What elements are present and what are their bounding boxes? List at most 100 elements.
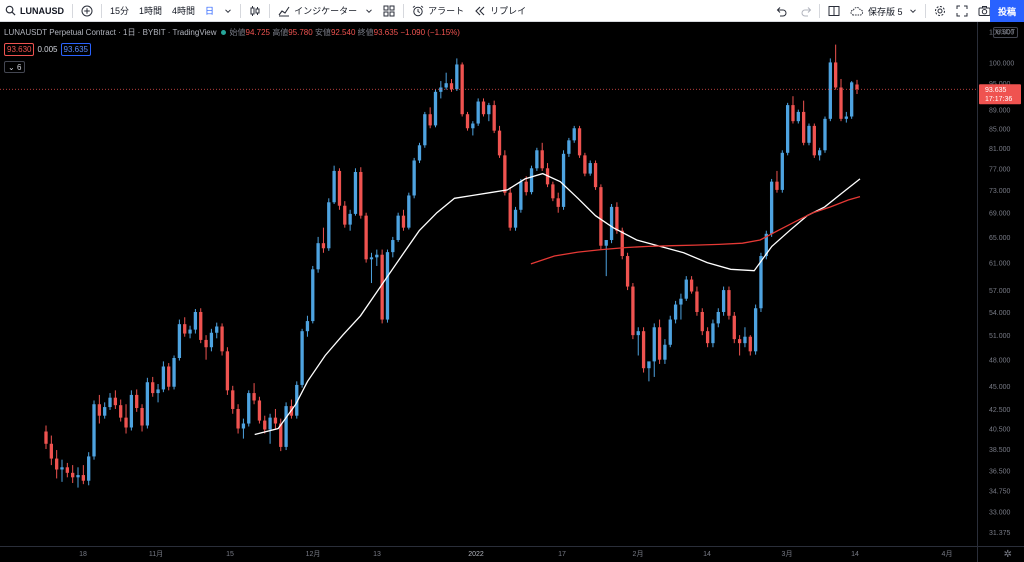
close-value: 93.635	[373, 28, 399, 37]
candle-body	[631, 286, 635, 336]
candle-body	[97, 404, 102, 416]
candle-body	[465, 114, 470, 129]
candle-body	[263, 420, 267, 430]
candle-body	[60, 467, 64, 470]
candle-body	[471, 123, 475, 129]
candle-body	[844, 116, 848, 119]
candle-body	[49, 443, 53, 459]
redo-button[interactable]	[796, 0, 818, 22]
high-value: 95.780	[288, 28, 313, 37]
interval-1d[interactable]: 日	[200, 0, 219, 22]
separator	[269, 3, 271, 18]
interval-label: 15分	[110, 6, 130, 16]
candle-body	[748, 336, 752, 352]
candle-body	[423, 114, 427, 146]
time-tick-label: 2月	[633, 550, 644, 558]
candle-body	[801, 111, 806, 143]
candle-body	[759, 256, 763, 309]
candle-body	[156, 389, 160, 394]
indicator-count: 6	[16, 63, 22, 72]
price-tick-label: 85.000	[989, 126, 1011, 133]
indicators-button[interactable]: インジケーター	[273, 0, 378, 22]
candle-body	[113, 397, 118, 406]
chart-type-button[interactable]	[244, 0, 266, 22]
candle-body	[476, 101, 480, 124]
sell-button[interactable]: 93.630	[4, 43, 35, 56]
candle-body	[817, 150, 822, 156]
layout-panel-button[interactable]	[823, 0, 845, 22]
undo-button[interactable]	[770, 0, 792, 22]
time-tick-label: 14	[851, 551, 859, 558]
candle-body	[668, 319, 672, 345]
candle-body	[785, 105, 790, 153]
alarm-clock-icon	[412, 5, 424, 16]
candle-body	[743, 336, 747, 344]
price-tick-label: 48.000	[989, 358, 1011, 365]
candle-body	[231, 390, 235, 409]
candle-body	[209, 332, 214, 348]
price-chart[interactable]: 108.000100.00095.00089.00085.00081.00077…	[0, 22, 1024, 562]
grid-icon	[383, 5, 395, 16]
candle-body	[44, 431, 48, 444]
price-tick-label: 33.000	[989, 509, 1011, 516]
legend-ohlc: 始値94.725 高値95.780 安値92.540 終値93.635 −1.0…	[230, 27, 460, 38]
candle-body	[732, 315, 736, 340]
price-tick-label: 38.500	[989, 447, 1011, 454]
countdown-label: 17:17:36	[985, 96, 1012, 103]
separator	[101, 3, 102, 18]
separator	[819, 4, 820, 18]
time-tick-label: 18	[79, 551, 87, 558]
replay-button[interactable]: リプレイ	[469, 0, 531, 22]
candle-body	[839, 87, 843, 119]
time-tick-label: 2022	[468, 551, 484, 558]
candle-body	[129, 394, 134, 428]
spread-value: 0.005	[37, 45, 58, 54]
interval-15m[interactable]: 15分	[105, 0, 134, 22]
candle-body	[753, 308, 758, 352]
candle-body	[855, 84, 859, 90]
candle-body	[92, 404, 96, 457]
save-button[interactable]: 保存版 5	[845, 0, 922, 22]
candle-body	[481, 101, 486, 115]
currency-badge[interactable]: USDT	[992, 27, 1018, 38]
publish-button[interactable]: 投稿	[990, 0, 1024, 22]
gear-icon	[934, 6, 945, 16]
candle-body	[583, 155, 587, 174]
interval-dropdown[interactable]	[219, 0, 237, 22]
fullscreen-icon	[956, 5, 968, 17]
candle-body	[247, 393, 251, 424]
candle-body	[593, 163, 598, 188]
candle-body	[524, 181, 528, 193]
fullscreen-button[interactable]	[951, 0, 973, 22]
candle-body	[492, 105, 496, 131]
layouts-button[interactable]	[378, 0, 400, 22]
candle-body	[375, 254, 379, 258]
price-tick-label: 54.000	[989, 310, 1011, 317]
alert-button[interactable]: アラート	[407, 0, 469, 22]
indicators-toggle[interactable]: ⌄ 6	[4, 61, 26, 73]
candle-body	[364, 215, 368, 260]
time-tick-label: 12月	[306, 550, 321, 558]
candle-body	[215, 326, 219, 333]
candle-body	[561, 153, 566, 207]
price-tick-label: 51.000	[989, 333, 1011, 340]
candle-body	[316, 243, 320, 270]
separator	[72, 3, 73, 18]
axis-settings-icon[interactable]: ✲	[1003, 549, 1012, 560]
price-tick-label: 61.000	[989, 261, 1011, 268]
settings-button[interactable]	[929, 0, 951, 22]
candle-body	[327, 202, 331, 249]
candle-body	[695, 291, 699, 312]
close-label: 終値	[357, 28, 374, 37]
low-value: 92.540	[330, 28, 356, 37]
interval-1h[interactable]: 1時間	[134, 0, 167, 22]
candle-body	[439, 87, 443, 92]
interval-4h[interactable]: 4時間	[167, 0, 200, 22]
candle-body	[647, 361, 651, 369]
snapshot-button[interactable]	[973, 0, 996, 22]
time-tick-label: 14	[703, 551, 711, 558]
symbol-search[interactable]: LUNAUSD	[0, 0, 69, 22]
buy-button[interactable]: 93.635	[60, 43, 91, 56]
compare-add-button[interactable]	[76, 0, 98, 22]
candle-body	[737, 339, 742, 344]
